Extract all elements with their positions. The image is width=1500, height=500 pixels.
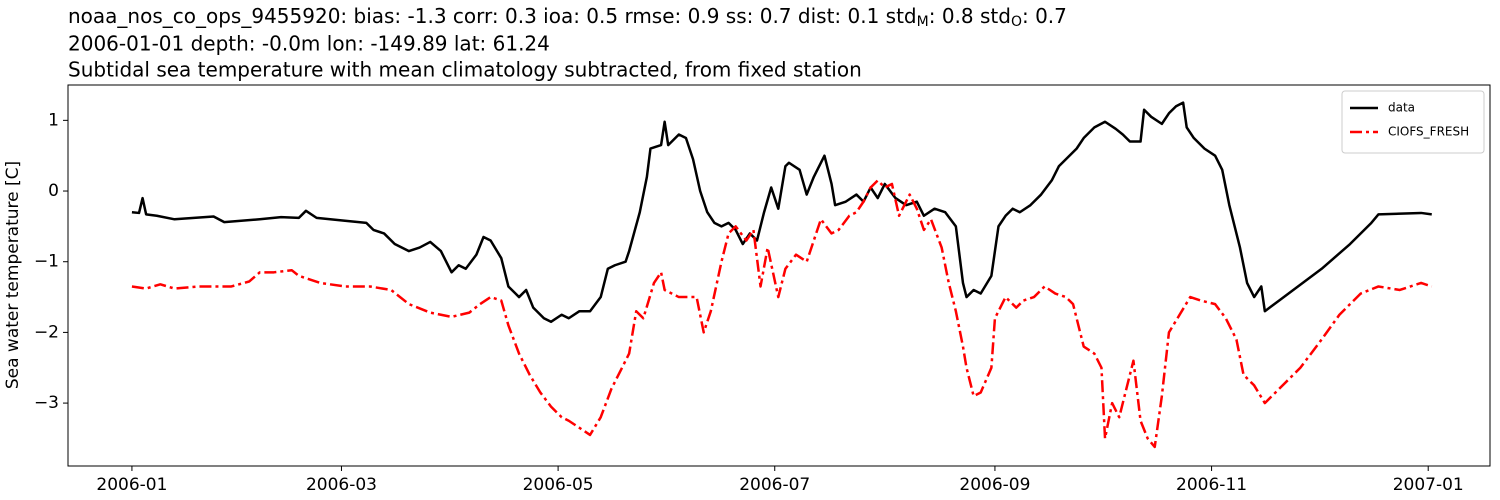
y-tick-label: 1	[48, 110, 59, 130]
title-subscript: O	[1011, 14, 1022, 30]
title-part: noaa_nos_co_ops_9455920: bias: -1.3 corr…	[68, 4, 917, 28]
x-tick-label: 2006-11	[1176, 475, 1247, 495]
y-tick-label: −2	[34, 322, 59, 342]
title-part: : 0.7	[1022, 4, 1067, 28]
y-tick-label: −1	[34, 252, 59, 272]
x-tick-label: 2006-07	[739, 475, 810, 495]
series-line	[131, 179, 1433, 449]
chart-caption: Subtidal sea temperature with mean clima…	[68, 58, 862, 82]
y-tick-label: −3	[34, 393, 59, 413]
legend-label: data	[1388, 101, 1415, 115]
title-part: : 0.8 std	[929, 4, 1011, 28]
x-tick-label: 2006-05	[523, 475, 594, 495]
chart-subtitle: 2006-01-01 depth: -0.0m lon: -149.89 lat…	[68, 32, 550, 56]
x-tick-label: 2006-09	[959, 475, 1030, 495]
series-line	[131, 101, 1432, 324]
y-tick-label: 0	[48, 181, 59, 201]
title-subscript: M	[917, 14, 929, 30]
x-tick-label: 2006-01	[96, 475, 167, 495]
plot-frame	[67, 84, 1491, 467]
y-axis-label: Sea water temperature [C]	[3, 161, 23, 389]
plot-area	[131, 101, 1433, 449]
chart-title: noaa_nos_co_ops_9455920: bias: -1.3 corr…	[68, 4, 1067, 31]
x-tick-label: 2007-01	[1393, 475, 1464, 495]
legend-box	[1341, 90, 1485, 154]
x-tick-label: 2006-03	[306, 475, 377, 495]
legend-label: CIOFS_FRESH	[1388, 125, 1469, 139]
